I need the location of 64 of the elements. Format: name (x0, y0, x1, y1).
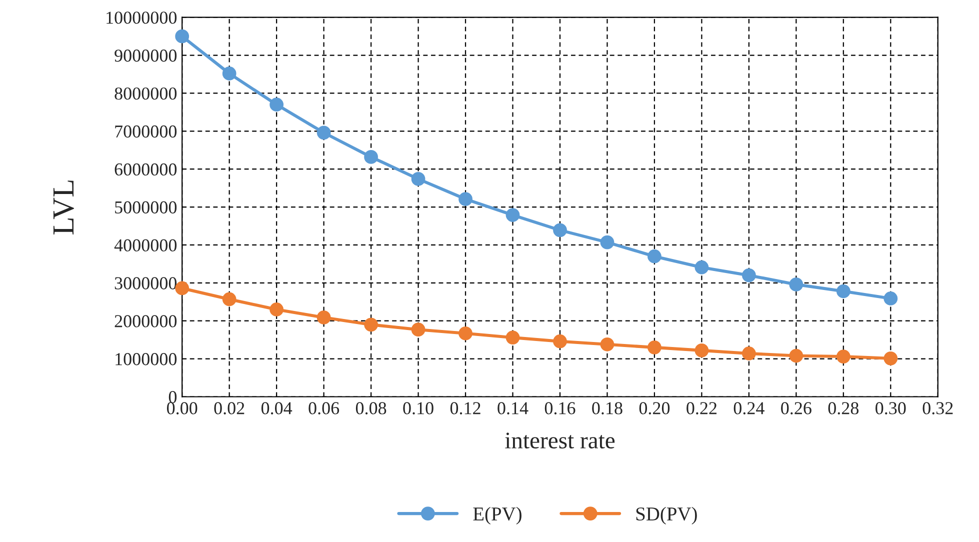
point (742, 346, 756, 360)
point (316, 126, 331, 140)
x-tick-label: 0.32 (922, 402, 953, 414)
x-axis-title: interest rate (505, 432, 615, 448)
legend-label: SD(PV) (636, 506, 697, 524)
point (222, 292, 236, 306)
point (270, 98, 284, 112)
point (364, 318, 378, 332)
point (222, 66, 236, 80)
y-tick-label: 9000000 (114, 50, 177, 62)
point (411, 172, 426, 186)
y-axis-title: LVL (53, 180, 74, 234)
point (789, 277, 804, 292)
y-tick-label: 8000000 (114, 87, 177, 100)
x-tick-label: 0.14 (498, 402, 528, 414)
x-tick-label: 0.12 (450, 402, 480, 414)
x-tick-label: 0.06 (308, 402, 340, 414)
point (884, 292, 898, 306)
y-tick-label: 3000000 (114, 277, 177, 290)
x-tick-label: 0.22 (686, 402, 716, 414)
x-tick-label: 0.24 (734, 402, 764, 414)
x-tick-label: 0.16 (544, 402, 576, 414)
point (600, 235, 614, 250)
y-tick-label: 6000000 (114, 163, 177, 176)
x-tick-label: 0.26 (781, 402, 812, 414)
x-tick-label: 0.00 (166, 402, 198, 414)
point (175, 29, 190, 44)
point (884, 351, 898, 366)
point (600, 337, 614, 352)
x-tick-label: 0.18 (592, 402, 622, 414)
point (742, 268, 756, 282)
y-tick-label: 4000000 (114, 239, 177, 252)
point (175, 281, 190, 296)
point (836, 284, 850, 298)
point (694, 260, 709, 274)
point (506, 330, 520, 344)
point (648, 340, 662, 354)
x-tick-label: 0.08 (356, 402, 386, 414)
x-tick-label: 0.04 (261, 402, 292, 414)
point (411, 322, 426, 337)
legend-label: E(PV) (473, 506, 522, 524)
x-tick-label: 0.20 (639, 402, 670, 414)
point (458, 326, 472, 340)
point (694, 344, 709, 358)
point (553, 334, 567, 348)
point (364, 150, 378, 164)
point (270, 302, 284, 316)
x-tick-label: 0.10 (403, 402, 434, 414)
x-tick-label: 0.28 (828, 402, 859, 414)
y-tick-label: 5000000 (115, 201, 177, 214)
point (553, 223, 567, 238)
point (458, 192, 472, 206)
point (316, 310, 331, 324)
y-tick-label: 1000000 (116, 353, 177, 366)
point (648, 249, 662, 264)
y-tick-label: 2000000 (114, 315, 177, 328)
y-tick-label: 10000000 (106, 12, 177, 24)
point (506, 208, 520, 222)
point (789, 348, 804, 363)
point (836, 350, 850, 364)
x-tick-label: 0.30 (876, 402, 906, 414)
y-tick-label: 7000000 (115, 125, 177, 138)
x-tick-label: 0.02 (214, 402, 244, 414)
y-tick-label: 0 (168, 391, 177, 404)
